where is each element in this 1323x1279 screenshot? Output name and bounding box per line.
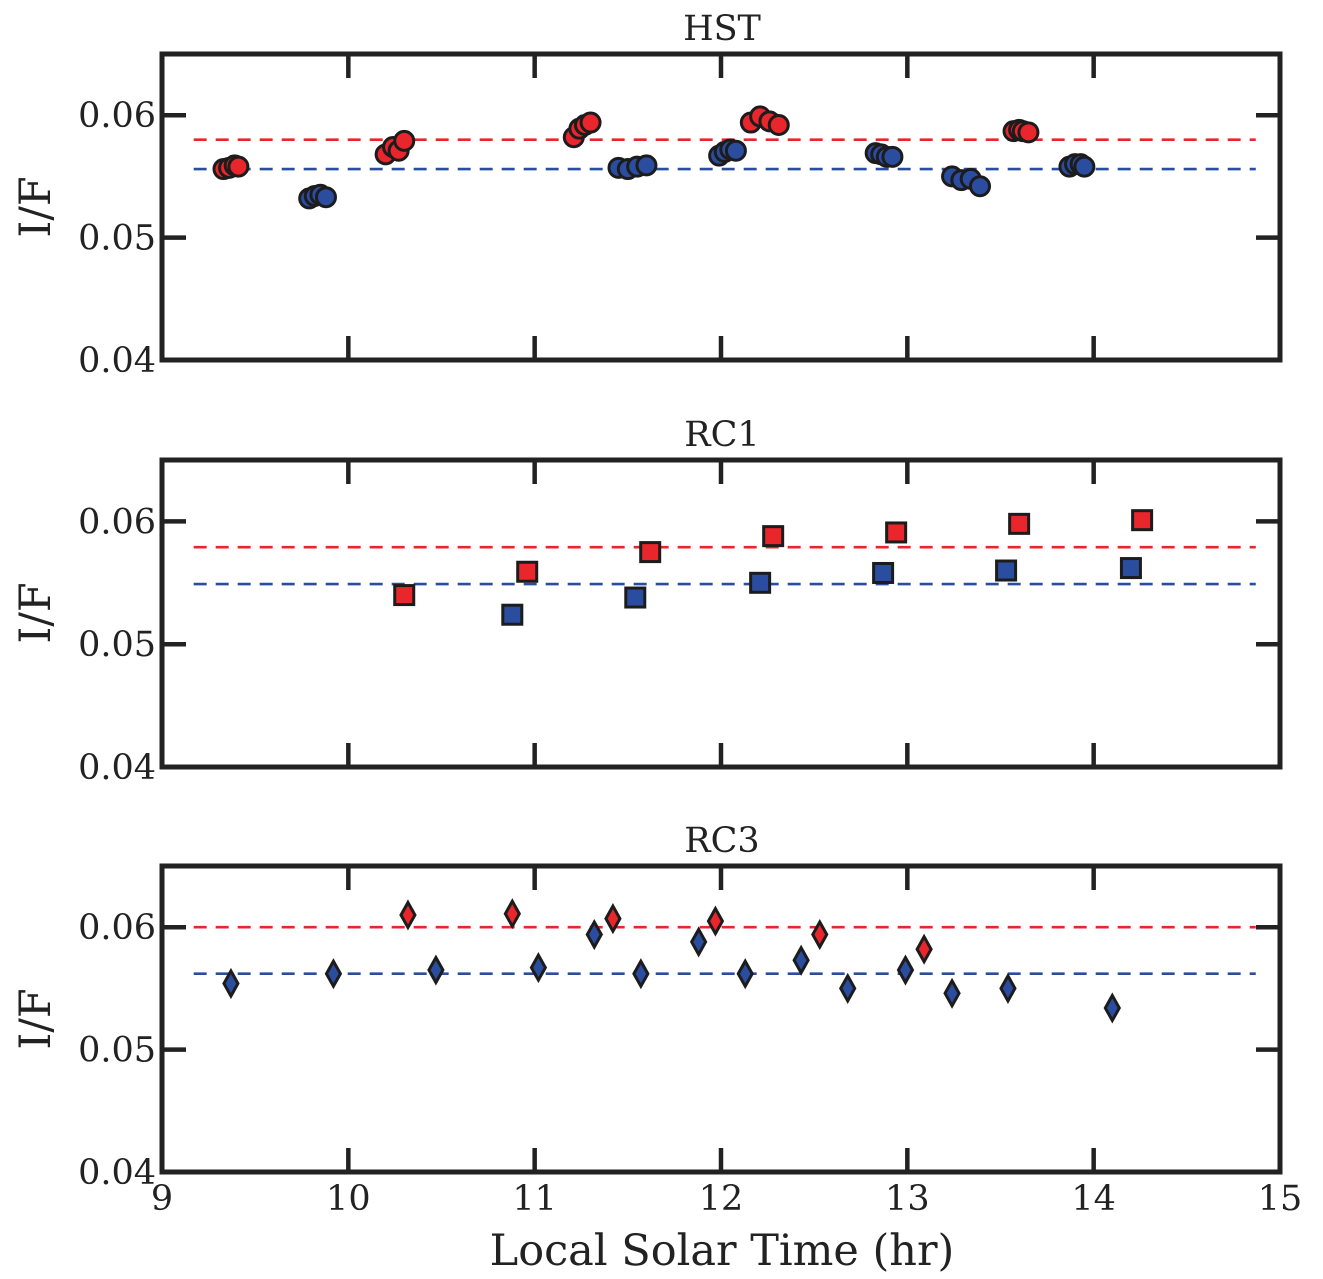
data-point bbox=[885, 521, 908, 544]
data-point bbox=[762, 525, 785, 548]
data-point bbox=[585, 918, 604, 951]
data-point bbox=[995, 559, 1018, 582]
data-point bbox=[706, 905, 725, 937]
data-point bbox=[227, 155, 250, 178]
data-point bbox=[736, 958, 754, 990]
y-axis-label: I/F bbox=[11, 582, 61, 643]
data-point bbox=[393, 129, 416, 152]
data-point bbox=[635, 154, 658, 177]
data-point bbox=[749, 571, 772, 594]
data-point bbox=[999, 972, 1017, 1004]
data-point bbox=[314, 186, 337, 209]
data-point bbox=[1119, 557, 1142, 580]
plot-frame bbox=[159, 51, 1283, 363]
data-point bbox=[881, 145, 904, 168]
data-point bbox=[724, 139, 747, 162]
x-tick-label: 14 bbox=[1071, 1179, 1116, 1219]
data-point bbox=[579, 111, 602, 134]
data-point bbox=[689, 926, 708, 958]
data-point bbox=[399, 899, 417, 931]
y-tick-label: 0.06 bbox=[78, 96, 156, 136]
data-point bbox=[516, 560, 539, 583]
x-tick-label: 11 bbox=[512, 1179, 557, 1219]
data-point bbox=[222, 967, 240, 1000]
y-axis-label: I/F bbox=[11, 176, 61, 237]
plot-frame bbox=[159, 457, 1283, 770]
data-point bbox=[529, 952, 548, 984]
data-point bbox=[632, 958, 650, 990]
panel-rc3: RC3 I/F Local Solar Time (hr) 0.04 0.05 0.… bbox=[11, 821, 1302, 1276]
data-point bbox=[324, 958, 343, 990]
data-point bbox=[872, 561, 895, 584]
data-point bbox=[501, 603, 524, 626]
y-tick-label: 0.04 bbox=[78, 748, 156, 788]
data-point bbox=[943, 977, 961, 1009]
data-point bbox=[639, 541, 662, 564]
x-tick-label: 9 bbox=[151, 1179, 173, 1219]
panel-title: HST bbox=[683, 9, 761, 49]
y-tick-label: 0.04 bbox=[78, 1153, 156, 1193]
x-tick-label: 15 bbox=[1258, 1179, 1303, 1219]
y-tick-label: 0.06 bbox=[78, 502, 156, 542]
x-axis-label: Local Solar Time (hr) bbox=[490, 1226, 955, 1276]
x-tick-label: 12 bbox=[699, 1179, 744, 1219]
data-point bbox=[767, 113, 790, 136]
data-point bbox=[503, 898, 522, 930]
data-point bbox=[896, 954, 915, 986]
plot-frame bbox=[159, 863, 1283, 1175]
y-tick-label: 0.05 bbox=[78, 219, 156, 259]
data-point bbox=[792, 944, 810, 976]
data-point bbox=[811, 918, 829, 951]
y-tick-label: 0.06 bbox=[78, 908, 156, 948]
y-tick-label: 0.05 bbox=[78, 1031, 156, 1071]
y-tick-label: 0.04 bbox=[78, 341, 156, 381]
y-tick-label: 0.05 bbox=[78, 625, 156, 665]
panel-title: RC3 bbox=[684, 821, 759, 861]
data-point bbox=[1073, 155, 1096, 178]
data-point bbox=[624, 586, 647, 609]
data-point bbox=[604, 903, 622, 935]
data-point bbox=[838, 972, 857, 1004]
x-tick-label: 10 bbox=[326, 1179, 371, 1219]
panel-rc1: RC1 I/F 0.04 0.05 0.06 bbox=[11, 415, 1283, 788]
data-point bbox=[427, 954, 445, 986]
x-tick-label: 13 bbox=[885, 1179, 930, 1219]
data-point bbox=[393, 584, 416, 607]
panel-hst: HST I/F 0.04 0.05 0.06 bbox=[11, 9, 1283, 381]
data-point bbox=[1008, 512, 1031, 535]
panel-title: RC1 bbox=[684, 415, 759, 455]
data-point bbox=[1017, 121, 1040, 144]
data-point bbox=[1103, 992, 1122, 1024]
data-point bbox=[1131, 509, 1154, 532]
data-point bbox=[915, 933, 933, 965]
data-point bbox=[969, 175, 992, 198]
y-axis-label: I/F bbox=[11, 988, 61, 1049]
